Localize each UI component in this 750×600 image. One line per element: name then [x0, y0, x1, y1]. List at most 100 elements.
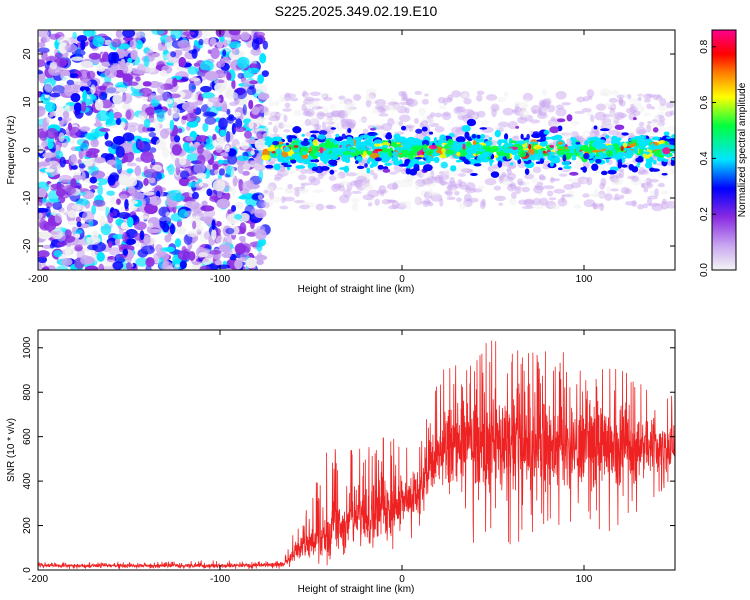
heatmap-cell	[563, 165, 572, 170]
heatmap-cell	[548, 197, 557, 201]
heatmap-cell	[58, 42, 68, 54]
colorbar: 0.00.20.40.60.8 Normalized spectral ampl…	[699, 29, 748, 277]
heatmap-cell	[666, 131, 670, 136]
heatmap-cell	[122, 132, 135, 142]
heatmap-cell	[643, 187, 649, 193]
heatmap-cell	[169, 224, 175, 235]
heatmap-cell	[654, 188, 659, 198]
heatmap-cell	[438, 105, 447, 110]
heatmap-cell	[106, 190, 115, 196]
heatmap-cell	[497, 121, 510, 128]
heatmap-cell	[427, 155, 433, 160]
heatmap-y-axis-label: Frequency (Hz)	[6, 116, 17, 185]
heatmap-cell	[38, 198, 43, 207]
heatmap-cell	[367, 151, 372, 154]
heatmap-cell	[154, 124, 161, 136]
heatmap-cell	[311, 145, 316, 152]
heatmap-cell	[607, 105, 616, 109]
heatmap-cell	[582, 96, 590, 102]
heatmap-cell	[556, 149, 565, 156]
heatmap-cell	[205, 138, 212, 144]
heatmap-cell	[324, 117, 332, 124]
heatmap-cell	[636, 138, 645, 145]
heatmap-cell	[272, 196, 281, 203]
heatmap-cell	[242, 170, 251, 176]
heatmap-cell	[549, 144, 554, 148]
heatmap-cell	[67, 122, 73, 132]
heatmap-cell	[495, 125, 500, 131]
heatmap-cell	[122, 248, 129, 256]
heatmap-cell	[194, 99, 203, 106]
heatmap-cell	[373, 172, 378, 180]
heatmap-cell	[608, 97, 619, 103]
heatmap-cell	[41, 50, 48, 61]
heatmap-cell	[145, 49, 154, 58]
heatmap-cell	[112, 209, 117, 217]
heatmap-cell	[249, 80, 258, 85]
heatmap-cell	[76, 35, 88, 43]
heatmap-cell	[347, 144, 351, 151]
heatmap-cell	[279, 205, 289, 210]
heatmap-cell	[532, 197, 541, 206]
heatmap-cell	[460, 168, 473, 174]
heatmap-cell	[126, 262, 132, 270]
heatmap-cell	[392, 182, 398, 190]
heatmap-cell	[308, 101, 320, 108]
heatmap-cell	[124, 199, 129, 210]
heatmap-cell	[661, 198, 667, 206]
heatmap-cell	[475, 138, 485, 143]
heatmap-cell	[201, 200, 208, 207]
heatmap-cell	[241, 181, 254, 191]
heatmap-cell	[68, 154, 78, 167]
heatmap-cell	[127, 81, 139, 86]
heatmap-cell	[398, 120, 404, 127]
heatmap-cell	[434, 112, 443, 118]
heatmap-cell	[358, 118, 367, 122]
heatmap-cell	[80, 39, 86, 51]
heatmap-cell	[198, 182, 204, 187]
heatmap-cell	[165, 246, 175, 253]
heatmap-cell	[172, 77, 178, 88]
heatmap-cell	[234, 213, 242, 220]
heatmap-cell	[280, 195, 286, 204]
heatmap-cell	[422, 168, 428, 172]
heatmap-cell	[294, 189, 300, 197]
heatmap-cell	[219, 129, 227, 137]
heatmap-cell	[235, 118, 243, 129]
heatmap-cell	[334, 174, 341, 180]
heatmap-cell	[254, 163, 266, 172]
heatmap-cell	[649, 167, 655, 172]
heatmap-cell	[186, 153, 199, 162]
heatmap-cell	[109, 247, 121, 256]
heatmap-cell	[169, 119, 175, 131]
heatmap-cell	[345, 107, 352, 117]
heatmap-cell	[657, 104, 669, 112]
heatmap-cell	[612, 143, 620, 149]
heatmap-cell	[199, 265, 211, 270]
heatmap-cell	[143, 168, 158, 179]
heatmap-cell	[477, 148, 486, 152]
heatmap-cell	[313, 159, 320, 163]
heatmap-cell	[312, 189, 325, 193]
x-tick-label: -200	[28, 574, 48, 585]
heatmap-cell	[44, 168, 55, 173]
heatmap-cell	[218, 47, 233, 53]
heatmap-cell	[595, 158, 602, 164]
heatmap-cell	[399, 200, 412, 207]
heatmap-cell	[254, 84, 268, 95]
heatmap-cell	[547, 154, 558, 160]
heatmap-cell	[250, 150, 255, 156]
heatmap-cell	[510, 162, 514, 166]
heatmap-cell	[586, 88, 595, 98]
heatmap-cell	[245, 257, 257, 269]
heatmap-cell	[428, 144, 438, 150]
heatmap-cell	[471, 134, 477, 139]
heatmap-cell	[355, 160, 359, 164]
heatmap-cell	[236, 155, 250, 162]
heatmap-cell	[149, 147, 157, 153]
heatmap-cell	[618, 161, 623, 168]
y-tick-label: 800	[22, 383, 33, 400]
heatmap-cell	[464, 131, 470, 139]
heatmap-cell	[417, 161, 427, 165]
heatmap-cell	[212, 179, 226, 192]
